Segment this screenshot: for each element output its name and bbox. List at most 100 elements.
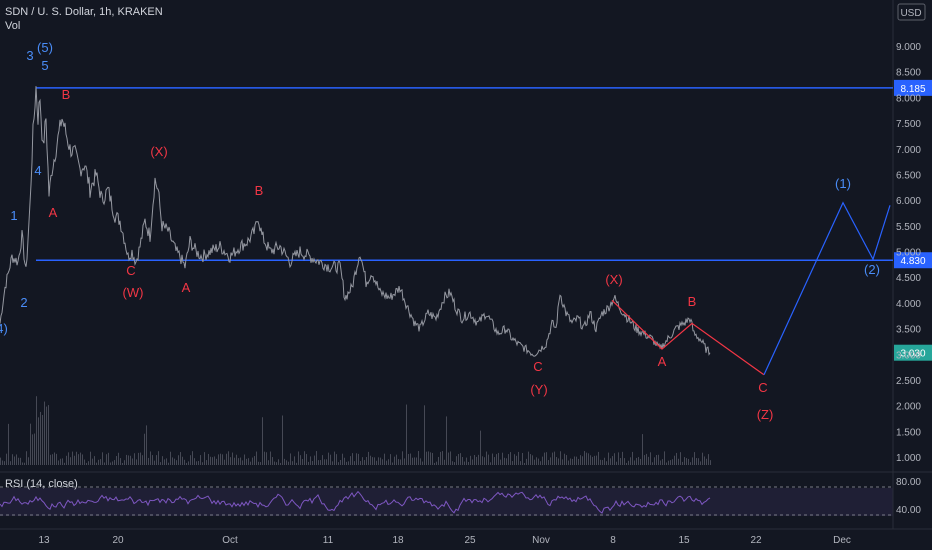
volume-bar	[232, 452, 233, 465]
volume-bar	[542, 456, 543, 465]
wave-label: (1)	[835, 176, 851, 191]
volume-bar	[374, 457, 375, 465]
rsi-tick-label: 40.00	[896, 505, 921, 516]
wave-projection[interactable]	[611, 201, 891, 376]
volume-bar	[158, 451, 159, 465]
volume-bar	[218, 454, 219, 465]
volume-bar	[512, 461, 513, 465]
volume-bar	[118, 452, 119, 465]
volume-bar	[668, 460, 669, 465]
volume-bar	[54, 452, 55, 465]
volume-bar	[124, 460, 125, 465]
volume-bar	[74, 455, 75, 465]
volume-bar	[664, 451, 665, 465]
volume-bar	[346, 461, 347, 465]
volume-bar	[144, 433, 145, 465]
volume-bar	[540, 461, 541, 465]
volume-bar	[462, 457, 463, 465]
volume-bar	[380, 457, 381, 465]
volume-bar	[348, 461, 349, 465]
volume-bar	[452, 461, 453, 465]
volume-bar	[396, 454, 397, 465]
volume-bar	[340, 459, 341, 465]
volume-bar	[366, 457, 367, 465]
projection-blue-path[interactable]	[763, 201, 891, 376]
volume-bar	[122, 462, 123, 465]
rsi-pane	[0, 473, 893, 525]
volume-bar	[608, 452, 609, 465]
volume-bar	[154, 460, 155, 465]
volume-bar	[440, 451, 441, 465]
volume-bar	[530, 454, 531, 465]
volume-bar	[672, 459, 673, 465]
wave-label: A	[658, 354, 667, 369]
volume-bar	[332, 461, 333, 465]
volume-bar	[198, 460, 199, 465]
volume-bar	[66, 455, 67, 465]
volume-bar	[100, 459, 101, 465]
volume-bar	[58, 460, 59, 465]
wave-label: B	[688, 294, 697, 309]
volume-bar	[242, 460, 243, 465]
volume-bar	[2, 460, 3, 465]
volume-bar	[16, 454, 17, 465]
volume-bar	[322, 455, 323, 465]
volume-bar	[182, 456, 183, 465]
wave-label: 1	[10, 208, 17, 223]
volume-bar	[610, 458, 611, 465]
volume-bar	[216, 458, 217, 465]
volume-bar	[434, 462, 435, 465]
volume-bar	[128, 455, 129, 465]
volume-bar	[310, 456, 311, 465]
volume-bar	[120, 458, 121, 465]
volume-bar	[60, 458, 61, 465]
volume-bar	[460, 453, 461, 465]
volume-bar	[490, 462, 491, 465]
volume-bar	[678, 458, 679, 465]
volume-bar	[28, 457, 29, 465]
volume-bar	[558, 458, 559, 465]
volume-bar	[200, 455, 201, 465]
volume-bar	[532, 455, 533, 465]
volume-bar	[592, 456, 593, 465]
price-axis[interactable]: 9.000 8.500 8.000 7.500 7.000 6.500 6.000 5.500…	[896, 42, 921, 516]
volume-bar	[506, 458, 507, 465]
currency-box[interactable]	[897, 3, 926, 21]
volume-bar	[44, 401, 45, 465]
time-tick-label: 15	[678, 535, 690, 546]
volume-bar	[694, 452, 695, 465]
volume-bar	[352, 453, 353, 465]
projection-red-path[interactable]	[611, 299, 765, 376]
volume-bar	[202, 462, 203, 465]
volume-bar	[638, 457, 639, 465]
volume-bar	[338, 462, 339, 465]
price-tick-label: 2.500	[896, 376, 921, 387]
horizontal-levels[interactable]: 8.185 4.830 3.030	[36, 79, 932, 361]
volume-bar	[602, 460, 603, 465]
wave-label: (Z)	[757, 407, 774, 422]
volume-bar	[272, 457, 273, 465]
volume-bar	[38, 417, 39, 465]
volume-bar	[376, 460, 377, 465]
price-tick-label: 2.000	[896, 402, 921, 413]
volume-bar	[336, 454, 337, 465]
volume-bar	[704, 456, 705, 465]
volume-bar	[412, 457, 413, 465]
volume-bar	[622, 451, 623, 465]
volume-bar	[32, 434, 33, 465]
volume-bar	[368, 451, 369, 465]
time-axis[interactable]: 13 20 Oct 11 18 25 Nov 8 15 22 Dec	[38, 535, 850, 546]
volume-bar	[492, 453, 493, 465]
volume-bar	[42, 415, 43, 465]
volume-bar	[474, 455, 475, 465]
volume-bar	[334, 451, 335, 465]
volume-bar	[398, 459, 399, 465]
volume-bar	[270, 451, 271, 465]
volume-bar	[698, 458, 699, 465]
volume-bar	[148, 457, 149, 465]
volume-bar	[296, 462, 297, 465]
wave-label: (5)	[37, 40, 53, 55]
volume-bar	[426, 451, 427, 465]
